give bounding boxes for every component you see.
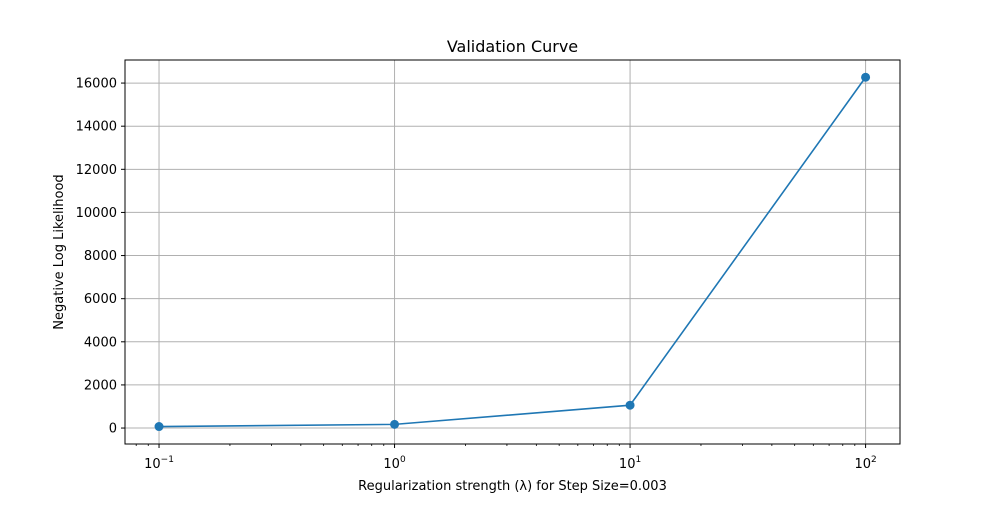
x-tick-label: 100 <box>383 455 406 472</box>
y-tick-label: 12000 <box>76 163 117 178</box>
x-tick-label: 102 <box>854 455 876 472</box>
data-point <box>861 72 871 82</box>
y-axis-label: Negative Log Likelihood <box>52 174 67 329</box>
y-tick-label: 6000 <box>84 292 117 307</box>
axis-ticks: 10−1 100 101 102 0 2000 4000 6000 8000 10000 12000… <box>76 77 877 472</box>
y-tick-label: 14000 <box>76 120 117 135</box>
x-tick-label: 101 <box>619 455 641 472</box>
series-group <box>154 72 871 432</box>
x-axis-label: Regularization strength (λ) for Step Siz… <box>358 479 667 494</box>
chart-title: Validation Curve <box>447 37 578 56</box>
y-tick-label: 8000 <box>84 249 117 264</box>
y-tick-label: 16000 <box>76 77 117 92</box>
data-point <box>390 419 400 429</box>
series-line <box>159 76 867 428</box>
x-tick-label: 10−1 <box>144 455 174 472</box>
grid-lines <box>125 60 900 444</box>
y-tick-label: 0 <box>109 422 117 437</box>
y-tick-label: 2000 <box>84 378 117 393</box>
data-point <box>154 422 164 432</box>
y-tick-label: 4000 <box>84 335 117 350</box>
y-tick-label: 10000 <box>76 206 117 221</box>
plot-frame <box>124 59 901 445</box>
data-point <box>625 400 635 410</box>
